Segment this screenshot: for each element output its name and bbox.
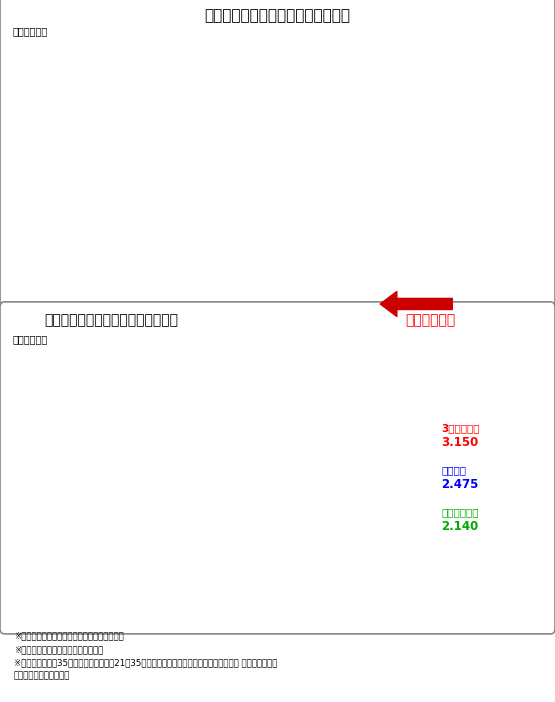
Text: 3.150: 3.150 — [364, 433, 386, 442]
Text: 2012年: 2012年 — [359, 135, 397, 145]
Text: 3.250: 3.250 — [197, 422, 219, 430]
Text: 3.150: 3.150 — [336, 433, 358, 442]
Text: 2.475: 2.475 — [141, 534, 164, 543]
Text: 2.180: 2.180 — [308, 546, 330, 555]
Text: 2.475: 2.475 — [280, 534, 303, 543]
Text: 3.250: 3.250 — [86, 422, 108, 430]
Text: 2.390: 2.390 — [225, 522, 247, 531]
Text: 3.300: 3.300 — [142, 416, 164, 425]
Text: 2.475: 2.475 — [196, 534, 220, 543]
Text: ※住宅金融支援機構公表のデータを元に編集。
※主要都市銀行における金利を掲載。
※最新のフラット35の金利は、返済期間21～35年タイプの金利の内、取り扱い金融: ※住宅金融支援機構公表のデータを元に編集。 ※主要都市銀行における金利を掲載。 … — [14, 632, 278, 680]
Text: 3.150: 3.150 — [280, 433, 302, 442]
Text: 2.630: 2.630 — [169, 516, 191, 524]
Text: 3.150%: 3.150% — [461, 188, 504, 198]
Text: ３年固定金利: ３年固定金利 — [250, 76, 288, 86]
Text: 3年固定金利: 3年固定金利 — [441, 423, 480, 433]
Text: 2.475: 2.475 — [252, 534, 275, 543]
Text: 2.410: 2.410 — [58, 519, 80, 529]
Text: 4.9%（昭和６２年）: 4.9%（昭和６２年） — [65, 143, 130, 152]
Text: 3.150: 3.150 — [441, 436, 478, 449]
Text: 2.475: 2.475 — [58, 534, 81, 543]
Text: 2.630: 2.630 — [142, 516, 164, 524]
Text: 2.140: 2.140 — [441, 520, 478, 533]
Text: 変動金利: 変動金利 — [337, 358, 362, 369]
Text: 3.300: 3.300 — [169, 416, 191, 425]
Text: 3.250: 3.250 — [225, 422, 247, 430]
Text: 2.475: 2.475 — [224, 534, 248, 543]
Text: 変動金利: 変動金利 — [441, 465, 466, 475]
Text: フラット３５: フラット３５ — [441, 508, 479, 517]
Text: 2.490: 2.490 — [197, 532, 219, 541]
Text: 2.550: 2.550 — [85, 525, 109, 534]
Text: （年）: （年） — [461, 279, 476, 289]
Text: 3.200: 3.200 — [253, 428, 275, 437]
Text: 最近１２ヶ月: 最近１２ヶ月 — [405, 313, 456, 327]
Text: 3.288: 3.288 — [58, 417, 80, 426]
Text: 3.150: 3.150 — [308, 433, 330, 442]
Text: フラット３５: フラット３５ — [337, 389, 375, 399]
Text: 2.250%: 2.250% — [335, 213, 372, 223]
Text: 2.540: 2.540 — [114, 504, 136, 513]
Text: （年率・％）: （年率・％） — [12, 334, 48, 344]
Text: （年率・％）: （年率・％） — [12, 26, 48, 36]
Text: 2.475: 2.475 — [85, 534, 109, 543]
Text: 2.475: 2.475 — [113, 534, 137, 543]
Text: 2011年: 2011年 — [61, 135, 99, 145]
Text: 2.140: 2.140 — [391, 551, 413, 560]
Text: 民間金融機関の住宅ローン金利推移: 民間金融機関の住宅ローン金利推移 — [44, 313, 178, 327]
Text: 2.475: 2.475 — [363, 534, 386, 543]
Text: 2012年1月: 2012年1月 — [428, 166, 480, 176]
Text: 2.210: 2.210 — [364, 564, 386, 574]
Text: （年）: （年） — [419, 135, 437, 145]
Text: 2.375%: 2.375% — [301, 178, 338, 197]
Text: ３年固定金利: ３年固定金利 — [337, 328, 375, 338]
Text: 2.475%: 2.475% — [461, 203, 504, 213]
Text: 2.260: 2.260 — [280, 559, 302, 568]
FancyBboxPatch shape — [232, 65, 299, 136]
Text: 8.5%（平成3年）: 8.5%（平成3年） — [124, 51, 184, 72]
Text: 2.475: 2.475 — [307, 534, 331, 543]
Text: 2.475: 2.475 — [391, 534, 414, 543]
Text: 2.475: 2.475 — [169, 534, 192, 543]
Text: 3.300: 3.300 — [114, 416, 136, 425]
Text: 2.200: 2.200 — [336, 566, 358, 575]
Text: 民間金融機関の住宅ローン金利推移: 民間金融機関の住宅ローン金利推移 — [204, 8, 351, 23]
Text: 3.150: 3.150 — [391, 433, 413, 442]
Text: 変動金利: 変動金利 — [250, 96, 275, 107]
Text: 2.350: 2.350 — [253, 526, 275, 536]
Text: 2.475: 2.475 — [335, 534, 359, 543]
Text: 2.475: 2.475 — [441, 478, 478, 491]
Text: 2.140%: 2.140% — [461, 210, 504, 220]
Text: フラット３５: フラット３５ — [250, 117, 288, 127]
